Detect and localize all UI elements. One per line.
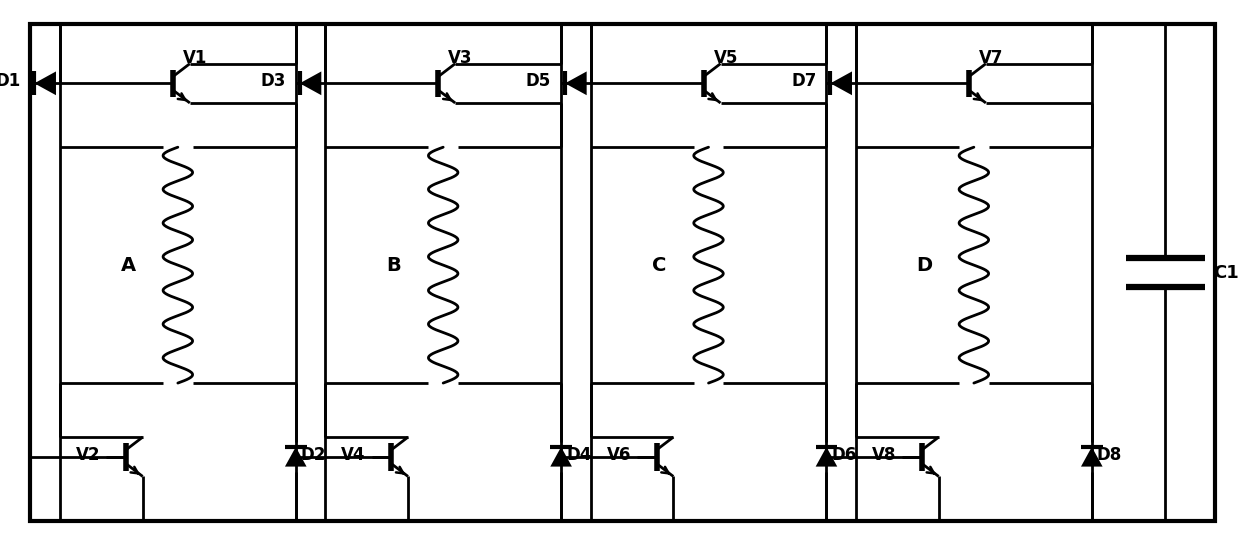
Polygon shape [35,71,56,95]
Text: D8: D8 [1096,446,1122,464]
Polygon shape [565,71,587,95]
Text: V7: V7 [978,49,1003,67]
Text: D4: D4 [565,446,591,464]
Text: V8: V8 [872,446,897,464]
Text: A: A [122,256,136,275]
Polygon shape [1081,447,1102,467]
Text: V4: V4 [341,446,366,464]
Text: V1: V1 [184,49,207,67]
Text: D1: D1 [0,72,20,90]
Polygon shape [816,447,837,467]
Text: C1: C1 [1213,263,1239,282]
Text: D7: D7 [791,72,816,90]
Polygon shape [300,71,321,95]
Text: V6: V6 [606,446,631,464]
FancyBboxPatch shape [31,25,1215,520]
Polygon shape [831,71,852,95]
Text: C: C [652,256,667,275]
Text: D5: D5 [526,72,551,90]
Polygon shape [551,447,572,467]
Text: V2: V2 [76,446,100,464]
Text: D2: D2 [300,446,326,464]
Text: B: B [387,256,402,275]
Polygon shape [285,447,306,467]
Text: D3: D3 [260,72,286,90]
Text: V5: V5 [714,49,738,67]
Text: D: D [916,256,932,275]
Text: D6: D6 [831,446,857,464]
Text: V3: V3 [449,49,472,67]
